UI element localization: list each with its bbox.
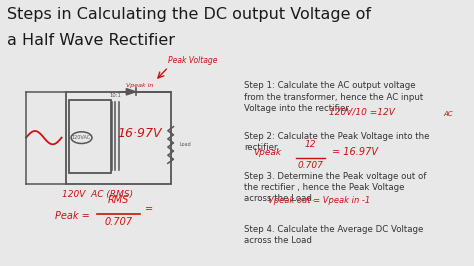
Text: Step 2: Calculate the Peak Voltage into the
rectifier.: Step 2: Calculate the Peak Voltage into …	[244, 132, 429, 152]
Text: Step 1: Calculate the AC output voltage
from the transformer, hence the AC input: Step 1: Calculate the AC output voltage …	[244, 81, 423, 113]
Text: RMS: RMS	[108, 195, 129, 205]
Text: 120V/10 =12V: 120V/10 =12V	[329, 108, 395, 117]
Text: 10:1: 10:1	[109, 93, 121, 98]
Text: =: =	[145, 204, 153, 214]
Text: 120VAC: 120VAC	[72, 135, 91, 140]
Text: 12: 12	[305, 140, 316, 149]
Text: Peak =: Peak =	[55, 211, 89, 222]
Text: Steps in Calculating the DC output Voltage of: Steps in Calculating the DC output Volta…	[7, 7, 371, 22]
Text: 0.707: 0.707	[104, 217, 133, 227]
Text: AC: AC	[443, 111, 453, 117]
Text: 120V  AC (RMS): 120V AC (RMS)	[62, 190, 133, 199]
Text: Load: Load	[179, 143, 191, 147]
Text: a Half Wave Rectifier: a Half Wave Rectifier	[7, 33, 175, 48]
Text: Step 4. Calculate the Average DC Voltage
across the Load: Step 4. Calculate the Average DC Voltage…	[244, 225, 423, 245]
Text: Step 3. Determine the Peak voltage out of
the rectifier , hence the Peak Voltage: Step 3. Determine the Peak voltage out o…	[244, 172, 427, 203]
Text: Vpeak out = Vpeak in -1: Vpeak out = Vpeak in -1	[268, 196, 370, 205]
Text: Vpeak in: Vpeak in	[126, 83, 154, 88]
Bar	[66, 92, 171, 184]
Text: 0.707: 0.707	[298, 161, 323, 170]
Text: Vpeak: Vpeak	[254, 148, 282, 157]
Text: 16·97V: 16·97V	[117, 127, 162, 140]
Text: Peak Voltage: Peak Voltage	[168, 56, 218, 65]
Text: = 16.97V: = 16.97V	[332, 147, 378, 157]
Polygon shape	[126, 89, 136, 95]
Bar	[69, 100, 111, 173]
